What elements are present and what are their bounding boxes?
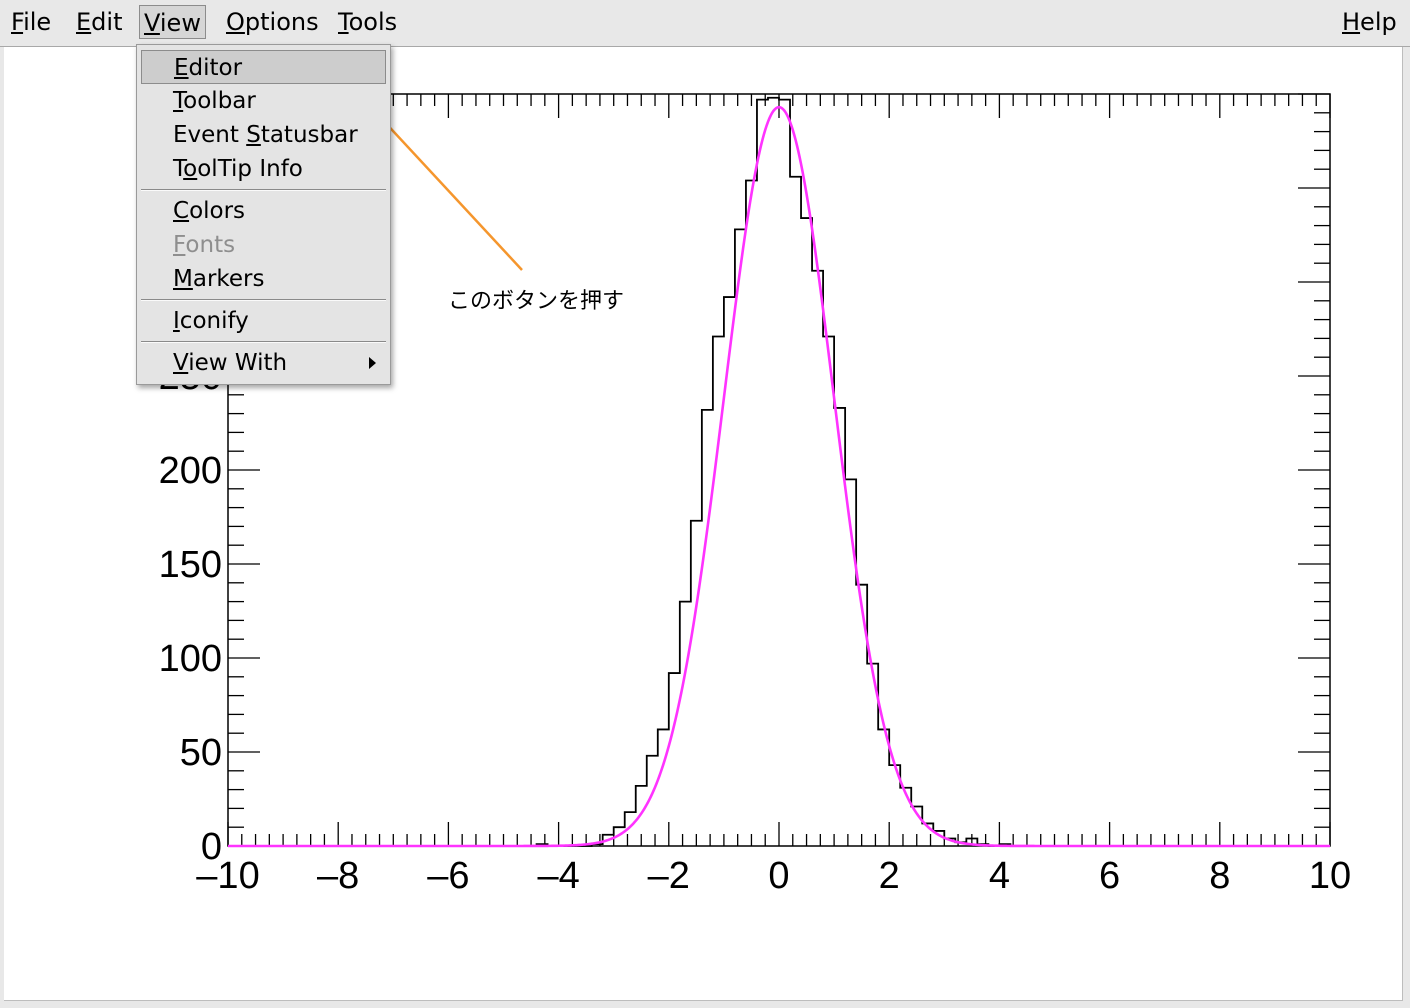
menu-options[interactable]: Options	[226, 8, 319, 36]
histogram-bar	[757, 100, 768, 846]
annotation-text: このボタンを押す	[448, 289, 625, 314]
histogram-bar	[680, 602, 691, 846]
menu-item-event-statusbar[interactable]: Event Statusbar	[173, 122, 358, 148]
y-tick-label: 200	[159, 450, 222, 492]
menu-separator	[141, 341, 386, 343]
x-tick-label: 6	[1099, 855, 1120, 897]
histogram-bar	[636, 786, 647, 846]
histogram-bar	[669, 673, 680, 846]
y-tick-label: 150	[159, 544, 222, 586]
gaussian-fit-curve	[228, 105, 1330, 848]
histogram-bar	[768, 98, 779, 846]
x-tick-label: 8	[1209, 855, 1230, 897]
histogram-bar	[691, 521, 702, 846]
menu-file[interactable]: File	[11, 8, 52, 36]
menu-item-iconify[interactable]: Iconify	[173, 308, 249, 334]
menu-item-toolbar[interactable]: Toolbar	[173, 88, 256, 114]
x-tick-label: 2	[879, 855, 900, 897]
menu-tools[interactable]: Tools	[338, 8, 398, 36]
y-tick-label: 50	[180, 732, 222, 774]
menu-item-editor[interactable]: Editor	[141, 50, 386, 84]
menu-item-markers[interactable]: Markers	[173, 266, 265, 292]
histogram-bar	[878, 729, 889, 846]
menu-separator	[141, 189, 386, 191]
histogram-bar	[823, 337, 834, 846]
menu-edit[interactable]: Edit	[76, 8, 123, 36]
y-tick-label: 0	[201, 826, 222, 868]
menu-item-view-with[interactable]: View With	[141, 346, 386, 380]
menu-separator	[141, 299, 386, 301]
x-tick-label: –2	[648, 855, 690, 897]
histogram-bar	[779, 100, 790, 846]
x-tick-label: –8	[317, 855, 359, 897]
x-tick-label: –6	[427, 855, 469, 897]
menu-bar: File Edit View Options Tools Help	[0, 0, 1410, 47]
x-tick-label: 4	[989, 855, 1010, 897]
menu-item-tooltip-info[interactable]: ToolTip Info	[173, 156, 303, 182]
histogram-bar	[658, 729, 669, 846]
histogram-bar	[801, 218, 812, 846]
x-tick-label: –10	[196, 855, 259, 897]
histogram-bar	[735, 229, 746, 846]
histogram-bar	[702, 410, 713, 846]
histogram-bar	[812, 271, 823, 846]
histogram-bar	[746, 180, 757, 846]
x-tick-label: 0	[768, 855, 789, 897]
x-tick-label: 10	[1309, 855, 1351, 897]
x-tick-label: –4	[537, 855, 579, 897]
menu-item-fonts: Fonts	[173, 232, 236, 258]
menu-view[interactable]: View	[139, 5, 206, 39]
submenu-arrow-icon	[369, 357, 376, 369]
y-tick-label: 100	[159, 638, 222, 680]
menu-item-colors[interactable]: Colors	[173, 198, 246, 224]
view-menu-dropdown: Editor Toolbar Event Statusbar ToolTip I…	[136, 44, 391, 385]
histogram-bar	[790, 177, 801, 846]
menu-help[interactable]: Help	[1342, 8, 1397, 36]
